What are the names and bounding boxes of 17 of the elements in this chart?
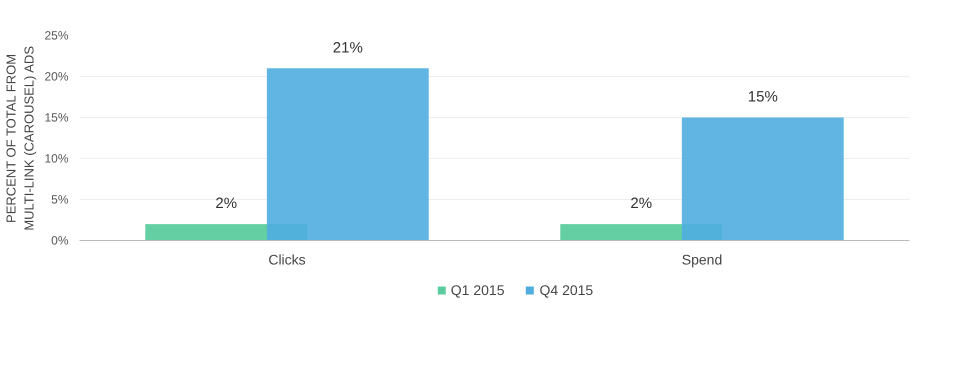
y-axis-title: PERCENT OF TOTAL FROM MULTI-LINK (CAROUSEL) ADS: [3, 46, 36, 231]
y-tick-label: 20%: [44, 70, 69, 84]
y-tick-label: 25%: [44, 28, 69, 42]
y-tick-label: 5%: [51, 192, 69, 206]
x-tick-label: Clicks: [268, 252, 306, 268]
legend-label: Q1 2015: [450, 282, 504, 298]
data-label: 2%: [630, 195, 652, 212]
data-label: 2%: [215, 195, 238, 212]
bar: [682, 118, 844, 240]
y-tick-label: 10%: [44, 152, 69, 166]
bar: [266, 68, 429, 240]
x-tick-label: Spend: [682, 252, 722, 268]
y-tick-label: 0%: [51, 234, 69, 248]
legend-label: Q4 2015: [540, 282, 594, 298]
data-label: 21%: [332, 39, 363, 56]
data-label: 15%: [748, 88, 778, 106]
y-tick-label: 15%: [44, 110, 69, 124]
